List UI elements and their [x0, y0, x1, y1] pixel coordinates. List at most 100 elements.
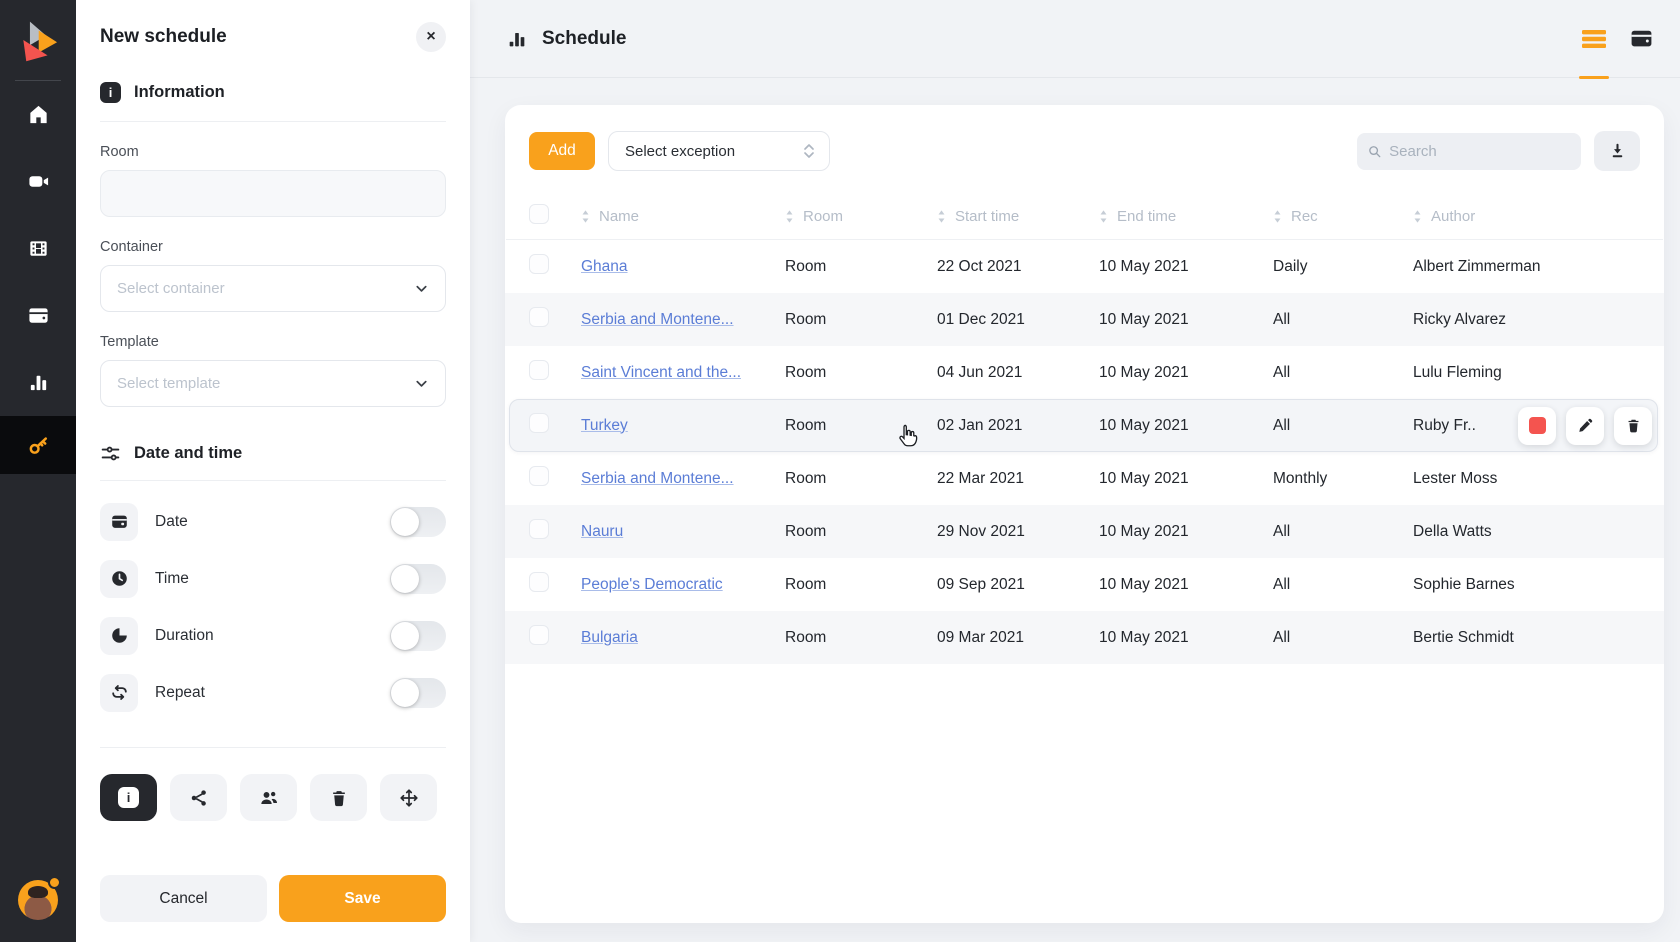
toggle-label: Duration [155, 626, 214, 644]
people-icon [260, 791, 277, 804]
template-select[interactable]: Select template [100, 360, 446, 407]
exception-select[interactable]: Select exception [608, 131, 830, 171]
row-room: Room [785, 310, 827, 328]
list-view-tab[interactable] [1579, 0, 1609, 79]
key-icon [29, 436, 47, 454]
time-toggle[interactable] [390, 563, 446, 594]
column-header-name[interactable]: Name [581, 208, 785, 225]
row-name-link[interactable]: Bulgaria [581, 628, 638, 646]
row-checkbox[interactable] [529, 625, 549, 645]
row-checkbox[interactable] [529, 413, 549, 433]
container-select[interactable]: Select container [100, 265, 446, 312]
row-name-link[interactable]: Serbia and Montene... [581, 310, 734, 328]
info-icon: i [118, 787, 139, 808]
column-header-rec[interactable]: Rec [1273, 208, 1413, 225]
app-logo[interactable] [0, 0, 76, 80]
row-end-time: 10 May 2021 [1099, 416, 1189, 434]
move-button[interactable] [380, 774, 437, 821]
row-checkbox[interactable] [529, 360, 549, 380]
row-rec: Monthly [1273, 469, 1328, 487]
sidebar-item-keys[interactable] [0, 416, 76, 474]
save-button[interactable]: Save [279, 875, 446, 922]
info-tab-button[interactable]: i [100, 774, 157, 821]
close-icon[interactable]: × [416, 22, 446, 52]
info-icon: i [100, 82, 121, 103]
table-row[interactable]: Nauru Room 29 Nov 2021 10 May 2021 All Della … [505, 505, 1664, 558]
search-icon [1369, 145, 1381, 157]
calendar-icon [100, 502, 138, 541]
download-icon [1612, 143, 1622, 157]
table-row[interactable]: Serbia and Montene... Room 22 Mar 2021 10 M… [505, 452, 1664, 505]
table-row[interactable]: Ghana Room 22 Oct 2021 10 May 2021 Daily Albe… [505, 240, 1664, 293]
row-end-time: 10 May 2021 [1099, 257, 1189, 275]
row-room: Room [785, 469, 827, 487]
delete-button[interactable] [310, 774, 367, 821]
search-input[interactable] [1389, 142, 1571, 160]
row-name-link[interactable]: Nauru [581, 522, 624, 540]
sidebar-item-video[interactable] [0, 148, 76, 215]
table-row[interactable]: Serbia and Montene... Room 01 Dec 2021 10 M… [505, 293, 1664, 346]
column-label: Rec [1291, 207, 1318, 225]
row-name-link[interactable]: Turkey [581, 416, 628, 434]
row-checkbox[interactable] [529, 519, 549, 539]
home-icon [29, 105, 47, 124]
download-button[interactable] [1594, 131, 1640, 171]
row-checkbox[interactable] [529, 466, 549, 486]
row-start-time: 01 Dec 2021 [937, 310, 1025, 328]
section-divider [100, 121, 446, 122]
row-checkbox[interactable] [529, 572, 549, 592]
row-edit-button[interactable] [1566, 406, 1604, 445]
cancel-button[interactable]: Cancel [100, 875, 267, 922]
row-color-button[interactable] [1518, 406, 1556, 445]
people-button[interactable] [240, 774, 297, 821]
share-button[interactable] [170, 774, 227, 821]
row-author: Sophie Barnes [1413, 575, 1515, 593]
sidebar-item-analytics[interactable] [0, 349, 76, 416]
row-name-link[interactable]: People's Democratic [581, 575, 723, 593]
row-end-time: 10 May 2021 [1099, 575, 1189, 593]
row-name-link[interactable]: Serbia and Montene... [581, 469, 734, 487]
duration-toggle[interactable] [390, 620, 446, 651]
section-divider [100, 480, 446, 481]
row-room: Room [785, 575, 827, 593]
column-header-author[interactable]: Author [1413, 208, 1640, 225]
column-label: Author [1431, 207, 1476, 225]
table-row[interactable]: Bulgaria Room 09 Mar 2021 10 May 2021 All Ber… [505, 611, 1664, 664]
row-delete-button[interactable] [1614, 406, 1652, 445]
row-start-time: 09 Mar 2021 [937, 628, 1025, 646]
table-divider [506, 239, 1663, 240]
row-name-link[interactable]: Ghana [581, 257, 628, 275]
date-toggle[interactable] [390, 506, 446, 537]
row-name-link[interactable]: Saint Vincent and the... [581, 363, 741, 381]
column-header-end-time[interactable]: End time [1099, 208, 1273, 225]
table-row[interactable]: People's Democratic Room 09 Sep 2021 10 May… [505, 558, 1664, 611]
card-view-tab[interactable] [1629, 0, 1654, 78]
room-input[interactable] [100, 170, 446, 217]
select-all-checkbox[interactable] [529, 203, 549, 224]
table-header: Name Room Start time End time Rec Author [505, 193, 1664, 239]
row-rec: All [1273, 416, 1291, 434]
sidebar-item-film[interactable] [0, 215, 76, 282]
new-schedule-panel: New schedule × i Information Room Contai… [76, 0, 470, 942]
container-label: Container [100, 239, 163, 255]
column-header-start-time[interactable]: Start time [937, 208, 1099, 225]
sidebar-item-wallet[interactable] [0, 282, 76, 349]
sort-icon [582, 209, 589, 223]
row-rec: Daily [1273, 257, 1308, 275]
schedule-card: Add Select exception [505, 105, 1664, 923]
room-label: Room [100, 144, 139, 160]
table-row[interactable]: Turkey Room 02 Jan 2021 10 May 2021 All Ruby … [505, 399, 1664, 452]
sort-icon [1414, 209, 1421, 223]
add-button[interactable]: Add [529, 132, 595, 170]
table-row[interactable]: Saint Vincent and the... Room 04 Jun 2021 1… [505, 346, 1664, 399]
row-checkbox[interactable] [529, 307, 549, 327]
sidebar-item-home[interactable] [0, 81, 76, 148]
repeat-toggle[interactable] [390, 677, 446, 708]
row-start-time: 02 Jan 2021 [937, 416, 1023, 434]
list-view-icon [1582, 29, 1606, 48]
row-rec: All [1273, 522, 1291, 540]
row-checkbox[interactable] [529, 254, 549, 274]
sort-icon [786, 209, 793, 223]
column-header-room[interactable]: Room [785, 208, 937, 225]
user-avatar[interactable] [18, 876, 61, 920]
